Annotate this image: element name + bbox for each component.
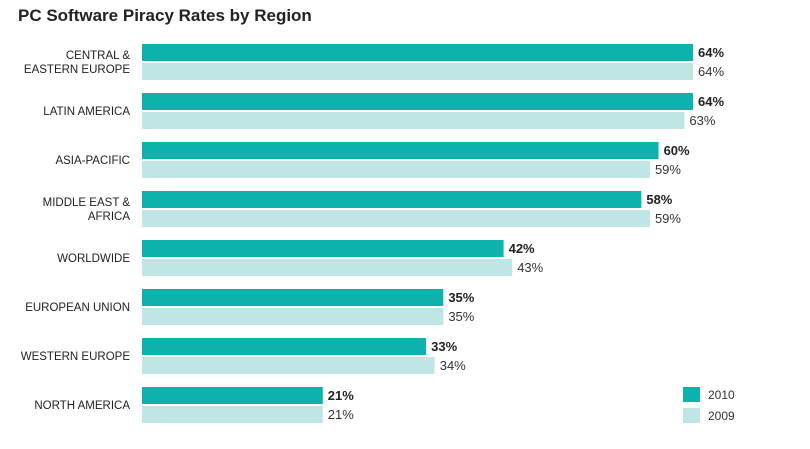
bar-2010 [142,93,693,110]
category-label: EUROPEAN UNION [25,302,130,314]
category-label: AFRICA [88,211,131,223]
data-label-2009: 64% [698,64,724,79]
bar-2010 [142,338,427,355]
data-label-2010: 64% [698,94,724,109]
bar-2009 [142,112,685,129]
bar-2009 [142,210,650,227]
legend-swatch-2010 [683,387,700,402]
category-label: ASIA-PACIFIC [55,155,130,167]
chart-title: PC Software Piracy Rates by Region [18,6,312,25]
data-label-2009: 59% [655,162,681,177]
data-label-2010: 33% [431,339,457,354]
bar-2010 [142,44,693,61]
data-label-2009: 34% [440,358,466,373]
data-label-2010: 35% [448,290,474,305]
bar-2009 [142,308,444,325]
data-label-2009: 21% [328,407,354,422]
data-label-2009: 63% [689,113,715,128]
bar-2009 [142,161,650,178]
category-label: WESTERN EUROPE [21,351,131,363]
data-label-2009: 35% [448,309,474,324]
data-label-2009: 59% [655,211,681,226]
bar-2010 [142,240,504,257]
bar-2010 [142,142,659,159]
legend-swatch-2009 [683,408,700,423]
data-label-2010: 21% [328,388,354,403]
bar-2009 [142,63,693,80]
bar-2010 [142,289,444,306]
category-label: NORTH AMERICA [34,400,130,412]
data-label-2010: 64% [698,45,724,60]
category-label: LATIN AMERICA [43,106,130,118]
bar-2010 [142,191,642,208]
category-label: WORLDWIDE [57,253,130,265]
legend-label-2009: 2009 [708,409,735,423]
category-label: EASTERN EUROPE [24,64,130,76]
bar-2009 [142,259,513,276]
data-label-2009: 43% [517,260,543,275]
data-label-2010: 58% [646,192,672,207]
category-label: MIDDLE EAST & [43,197,131,209]
bar-2009 [142,357,435,374]
category-label: CENTRAL & [66,50,130,62]
legend-label-2010: 2010 [708,388,735,402]
bar-2010 [142,387,323,404]
bar-2009 [142,406,323,423]
data-label-2010: 42% [509,241,535,256]
data-label-2010: 60% [664,143,690,158]
